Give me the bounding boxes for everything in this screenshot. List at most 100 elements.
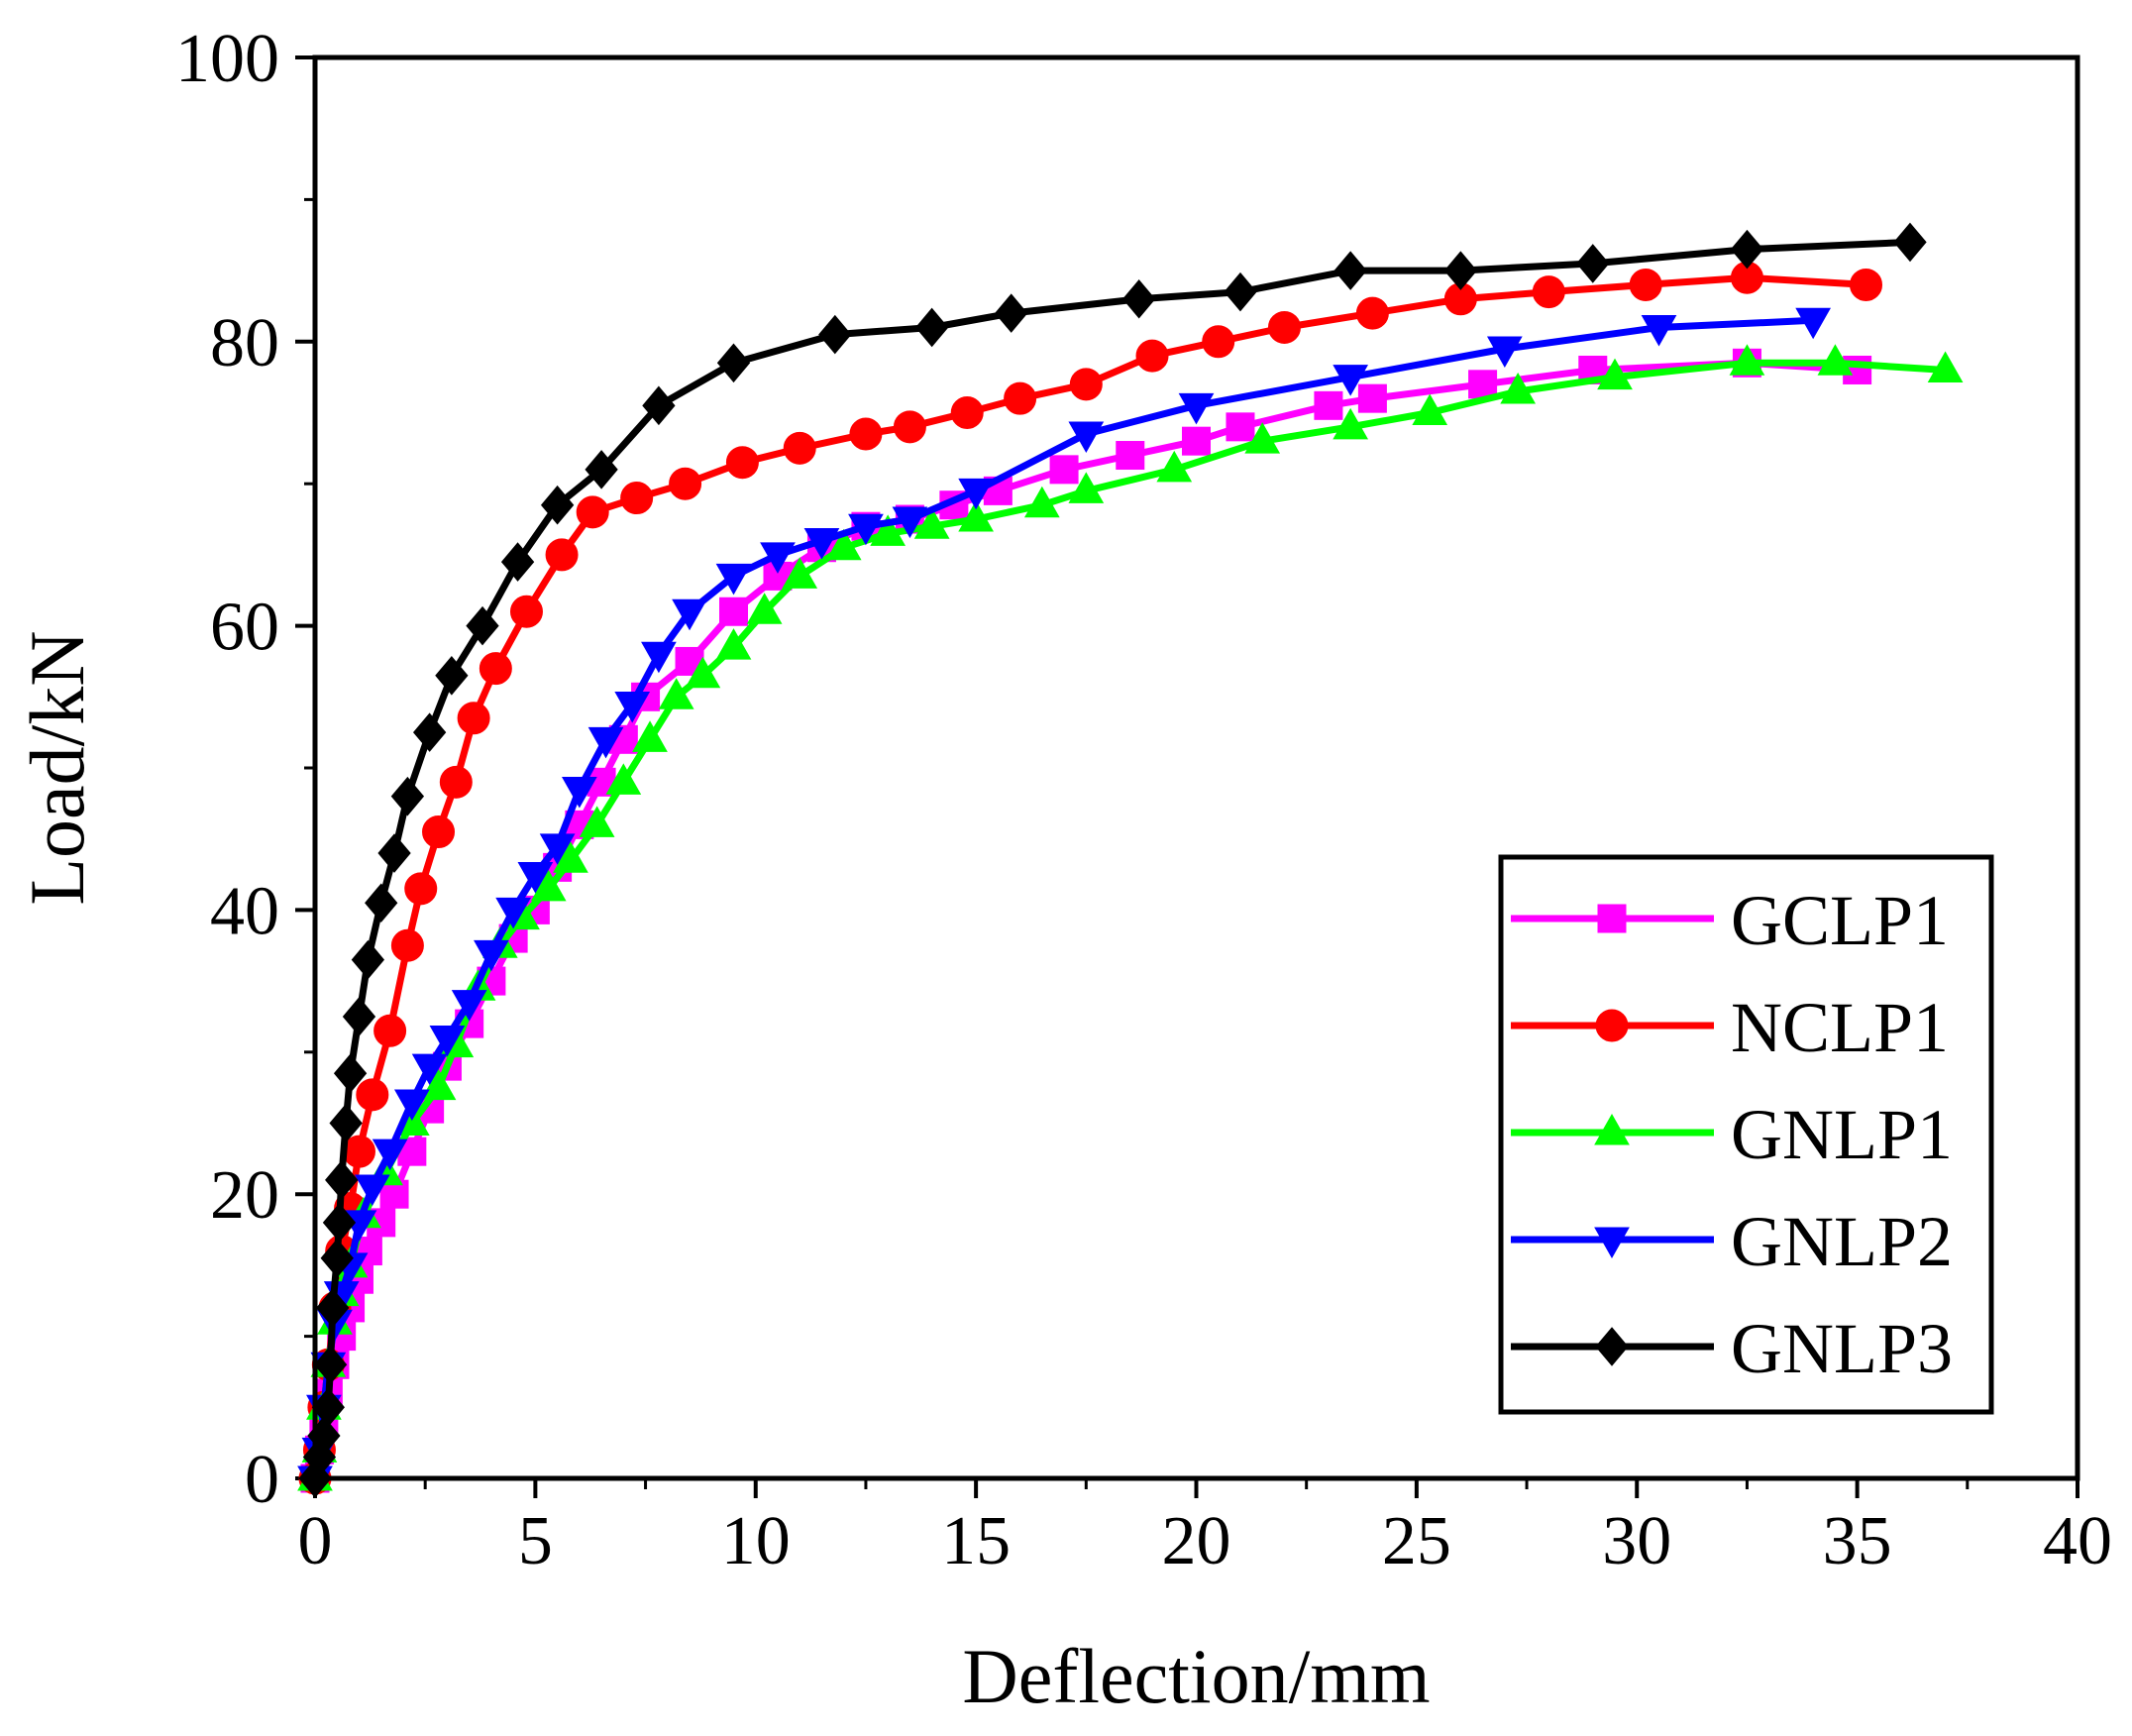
data-point-nclp1 — [950, 396, 984, 429]
data-point-nclp1 — [893, 410, 926, 444]
data-point-nclp1 — [1135, 339, 1169, 373]
data-point-gnlp1 — [605, 763, 642, 795]
legend-marker — [1595, 1009, 1629, 1042]
data-point-gnlp2 — [393, 1089, 430, 1122]
x-tick-label: 35 — [1823, 1503, 1892, 1579]
data-point-gnlp2 — [892, 506, 928, 539]
data-point-gnlp3 — [320, 1238, 354, 1278]
x-tick-label: 10 — [721, 1503, 791, 1579]
data-point-nclp1 — [1629, 268, 1662, 301]
data-point-gnlp2 — [1332, 365, 1369, 396]
data-point-nclp1 — [545, 538, 579, 572]
data-point-gnlp3 — [329, 1103, 363, 1143]
data-point-gnlp2 — [354, 1174, 390, 1207]
data-point-gnlp1 — [1500, 372, 1537, 404]
data-point-nclp1 — [422, 815, 456, 849]
legend-marker — [1595, 1327, 1629, 1366]
data-point-gnlp1 — [420, 1068, 457, 1101]
data-point-gnlp1 — [553, 841, 588, 873]
data-point-gnlp3 — [1224, 271, 1257, 312]
legend-marker — [1594, 1227, 1630, 1259]
data-point-gnlp3 — [1730, 229, 1764, 270]
data-point-gnlp3 — [1576, 244, 1610, 283]
data-point-gnlp3 — [466, 605, 499, 646]
data-point-gnlp2 — [561, 777, 597, 809]
data-point-gnlp2 — [587, 726, 624, 759]
y-tick-label: 80 — [210, 305, 279, 381]
data-point-gnlp1 — [632, 720, 668, 752]
data-point-gnlp3 — [311, 1387, 345, 1428]
legend-label: GNLP2 — [1731, 1202, 1953, 1281]
data-point-gnlp1 — [782, 557, 818, 589]
data-point-gnlp2 — [958, 478, 994, 510]
data-point-gnlp2 — [803, 528, 840, 560]
data-point-gnlp3 — [412, 712, 447, 752]
data-point-gnlp2 — [372, 1139, 408, 1171]
data-point-gnlp1 — [913, 507, 950, 539]
data-point-gnlp2 — [411, 1053, 448, 1086]
data-point-gnlp2 — [1178, 392, 1215, 425]
data-point-nclp1 — [356, 1078, 389, 1112]
data-point-gnlp2 — [539, 833, 576, 865]
data-point-gnlp3 — [313, 1345, 348, 1385]
y-tick-label: 20 — [210, 1157, 279, 1234]
data-point-gnlp3 — [333, 1053, 368, 1094]
data-point-gnlp1 — [1729, 344, 1765, 376]
legend-item-nclp1: NCLP1 — [1511, 988, 1949, 1067]
data-point-gnlp3 — [1893, 222, 1927, 263]
x-tick-label: 20 — [1162, 1503, 1231, 1579]
series-line-gnlp3 — [311, 238, 1911, 1479]
data-point-nclp1 — [849, 417, 883, 451]
data-point-gclp1 — [1226, 412, 1255, 442]
series-layer — [297, 222, 1964, 1498]
data-point-gnlp1 — [530, 869, 567, 902]
data-point-gnlp1 — [1068, 472, 1105, 503]
data-point-nclp1 — [1202, 325, 1235, 359]
x-tick-label: 30 — [1602, 1503, 1671, 1579]
data-point-gnlp3 — [1122, 279, 1156, 319]
data-point-nclp1 — [390, 928, 424, 962]
legend-marker — [1594, 1113, 1630, 1145]
data-point-gnlp1 — [685, 656, 721, 689]
data-point-gclp1 — [1049, 455, 1079, 485]
data-point-gnlp2 — [1641, 314, 1677, 347]
data-point-nclp1 — [576, 495, 609, 529]
data-point-gnlp2 — [1795, 307, 1832, 340]
data-point-gnlp3 — [1333, 251, 1367, 290]
y-tick-label: 0 — [245, 1442, 279, 1518]
data-point-gnlp1 — [1412, 393, 1448, 425]
tick-labels: 0 5 10 15 20 25 30 35 40 0 20 40 60 80 100 — [175, 21, 2112, 1579]
data-point-gnlp1 — [825, 528, 862, 561]
y-axis-title: Load/kN — [14, 630, 100, 905]
data-point-gnlp3 — [818, 314, 852, 355]
data-point-gnlp1 — [579, 806, 615, 837]
data-point-gnlp1 — [870, 514, 906, 546]
data-point-gnlp3 — [365, 883, 398, 923]
data-point-gnlp2 — [495, 897, 531, 929]
data-point-gnlp2 — [848, 513, 884, 546]
x-tick-label: 5 — [518, 1503, 553, 1579]
y-tick-label: 60 — [210, 590, 279, 666]
legend-item-gnlp2: GNLP2 — [1511, 1202, 1953, 1281]
legend-item-gclp1: GCLP1 — [1511, 881, 1949, 960]
data-point-gnlp3 — [914, 307, 949, 348]
data-point-gnlp1 — [1023, 486, 1060, 518]
data-point-gclp1 — [1314, 390, 1343, 420]
data-point-gclp1 — [1357, 383, 1387, 413]
data-point-gnlp2 — [474, 939, 509, 972]
data-point-gnlp3 — [1443, 251, 1478, 290]
data-point-gnlp1 — [1244, 422, 1281, 454]
data-point-gnlp1 — [715, 628, 752, 660]
data-point-gnlp3 — [585, 450, 618, 489]
data-point-nclp1 — [620, 482, 654, 515]
data-point-gnlp1 — [1927, 351, 1964, 382]
data-point-nclp1 — [1004, 381, 1037, 415]
y-tick-label: 40 — [210, 873, 279, 949]
x-tick-label: 0 — [298, 1503, 333, 1579]
legend-item-gnlp3: GNLP3 — [1511, 1309, 1953, 1388]
data-point-gnlp2 — [641, 641, 677, 674]
legend-item-gnlp1: GNLP1 — [1511, 1095, 1953, 1174]
data-point-gnlp1 — [1817, 344, 1854, 376]
data-point-nclp1 — [373, 1014, 407, 1047]
